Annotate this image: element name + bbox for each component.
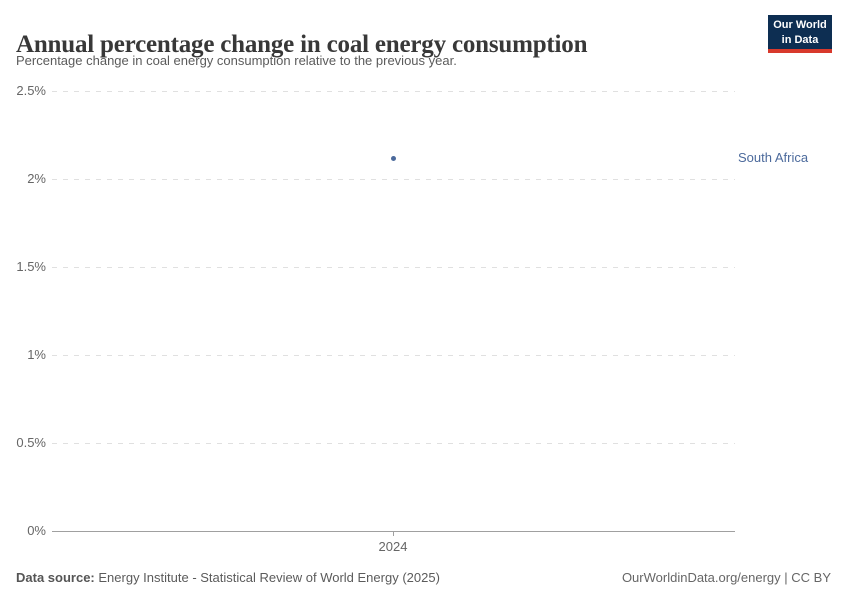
y-gridline — [52, 443, 735, 444]
y-axis-tick-label: 2.5% — [16, 83, 46, 98]
credit-link[interactable]: OurWorldinData.org/energy | CC BY — [621, 570, 831, 585]
y-gridline — [52, 179, 735, 180]
entity-label-south-africa[interactable]: South Africa — [738, 150, 809, 165]
x-axis-tick-label: 2024 — [378, 539, 408, 554]
y-gridline — [52, 355, 735, 356]
chart-title: Annual percentage change in coal energy … — [16, 30, 588, 58]
y-axis-tick-label: 0.5% — [16, 435, 46, 450]
y-gridline — [52, 267, 735, 268]
y-axis-tick-label: 1% — [27, 347, 46, 362]
y-axis-tick-label: 2% — [27, 171, 46, 186]
y-gridline — [52, 91, 735, 92]
chart-footer: Data source: Energy Institute - Statisti… — [16, 570, 831, 585]
y-axis-tick-label: 1.5% — [16, 259, 46, 274]
owid-logo: Our World in Data — [768, 15, 832, 53]
data-source-text: Energy Institute - Statistical Review of… — [98, 570, 440, 585]
y-axis-tick-label: 0% — [27, 523, 46, 538]
data-point-south-africa[interactable] — [391, 156, 396, 161]
data-source-label: Data source: — [16, 570, 95, 585]
data-source-note: Data source: Energy Institute - Statisti… — [16, 570, 440, 585]
owid-logo-line1: Our World — [773, 19, 827, 31]
x-axis-tick-mark — [393, 531, 394, 536]
chart-subtitle: Percentage change in coal energy consump… — [16, 53, 457, 68]
owid-logo-line2: in Data — [781, 34, 819, 46]
